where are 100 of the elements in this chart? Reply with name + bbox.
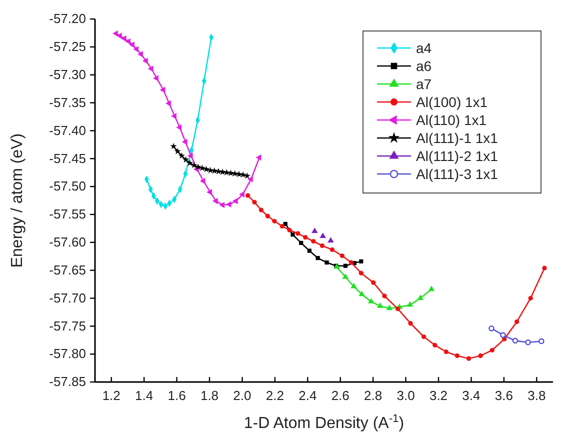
point: [490, 348, 494, 352]
y-tick-label: -57.55: [49, 206, 86, 222]
point: [125, 38, 131, 44]
point: [265, 214, 270, 218]
point: [138, 51, 143, 58]
point: [488, 325, 494, 332]
point: [454, 353, 460, 358]
legend-label: Al(111)-2 1x1: [416, 148, 498, 164]
point: [219, 202, 225, 208]
y-tick-label: -57.85: [49, 374, 86, 390]
y-tick-label: -57.60: [49, 234, 86, 250]
point: [116, 32, 122, 39]
point: [170, 142, 177, 150]
point: [245, 193, 250, 198]
point: [312, 228, 318, 234]
point: [232, 198, 238, 204]
x-tick-label: 2.2: [266, 388, 284, 404]
point: [417, 294, 424, 300]
y-axis-title: Energy / atom (eV): [9, 133, 26, 268]
point: [368, 298, 374, 304]
point: [142, 58, 148, 64]
point: [428, 286, 435, 292]
point: [190, 162, 198, 168]
legend-label: Al(100) 1x1: [416, 94, 488, 110]
point: [258, 208, 264, 212]
point: [186, 160, 194, 166]
point: [324, 260, 329, 265]
point: [171, 113, 176, 120]
point: [542, 266, 547, 270]
point: [148, 66, 154, 72]
y-tick-label: -57.75: [49, 318, 86, 334]
point: [316, 256, 320, 260]
point: [129, 42, 134, 48]
point: [290, 232, 295, 237]
y-tick-label: -57.30: [49, 67, 86, 82]
point: [371, 280, 376, 285]
x-tick-label: 2.0: [233, 388, 252, 404]
legend-label: Al(111)-3 1x1: [416, 166, 498, 182]
y-tick-label: -57.35: [49, 94, 86, 110]
point: [406, 301, 414, 307]
legend-label: a6: [416, 58, 432, 74]
point: [382, 294, 387, 298]
x-tick-label: 1.4: [135, 388, 154, 404]
point: [212, 198, 218, 204]
point: [176, 124, 182, 130]
y-tick-label: -57.40: [49, 122, 86, 138]
point: [165, 100, 171, 106]
x-tick-label: 1.8: [200, 388, 219, 404]
x-tick-label: 3.4: [462, 388, 480, 404]
point: [200, 178, 206, 184]
legend-label: a7: [416, 76, 432, 92]
point: [386, 304, 393, 310]
legend-label: Al(111)-1 1x1: [416, 130, 498, 146]
point: [153, 75, 158, 82]
x-tick-label: 3.8: [528, 388, 546, 404]
point: [160, 86, 166, 94]
point: [444, 350, 449, 354]
point: [408, 321, 413, 326]
point: [348, 260, 354, 265]
point: [359, 259, 364, 264]
point: [206, 188, 212, 196]
x-tick-label: 3.6: [494, 388, 513, 404]
point: [236, 170, 242, 178]
point: [320, 232, 326, 238]
x-tick-label: 1.2: [102, 388, 120, 404]
point: [376, 302, 384, 308]
x-tick-label: 2.4: [298, 388, 317, 404]
point: [358, 290, 365, 296]
y-tick-label: -57.25: [49, 39, 86, 54]
point: [320, 243, 325, 248]
point: [307, 248, 312, 253]
y-tick-label: -57.50: [49, 178, 86, 194]
point: [303, 235, 308, 240]
point: [330, 247, 335, 252]
legend-label: a4: [416, 40, 432, 56]
point: [215, 168, 222, 174]
y-tick-label: -57.20: [49, 11, 86, 26]
point: [500, 332, 506, 338]
point: [280, 224, 284, 229]
point: [226, 201, 232, 208]
x-tick-label: 2.8: [364, 388, 382, 404]
point: [194, 163, 202, 170]
point: [296, 231, 300, 236]
point: [252, 200, 257, 204]
y-tick-label: -57.45: [49, 150, 86, 166]
point: [311, 238, 316, 244]
point: [256, 154, 262, 161]
point: [112, 30, 118, 37]
point: [528, 296, 533, 301]
point: [187, 152, 193, 159]
point: [343, 264, 348, 268]
point: [421, 334, 426, 340]
point: [287, 228, 292, 232]
point: [478, 353, 483, 358]
point: [466, 356, 472, 361]
y-tick-label: -57.80: [49, 346, 86, 362]
point: [342, 273, 349, 279]
point: [133, 46, 139, 52]
point: [432, 342, 438, 348]
y-tick-label: -57.70: [49, 290, 86, 306]
